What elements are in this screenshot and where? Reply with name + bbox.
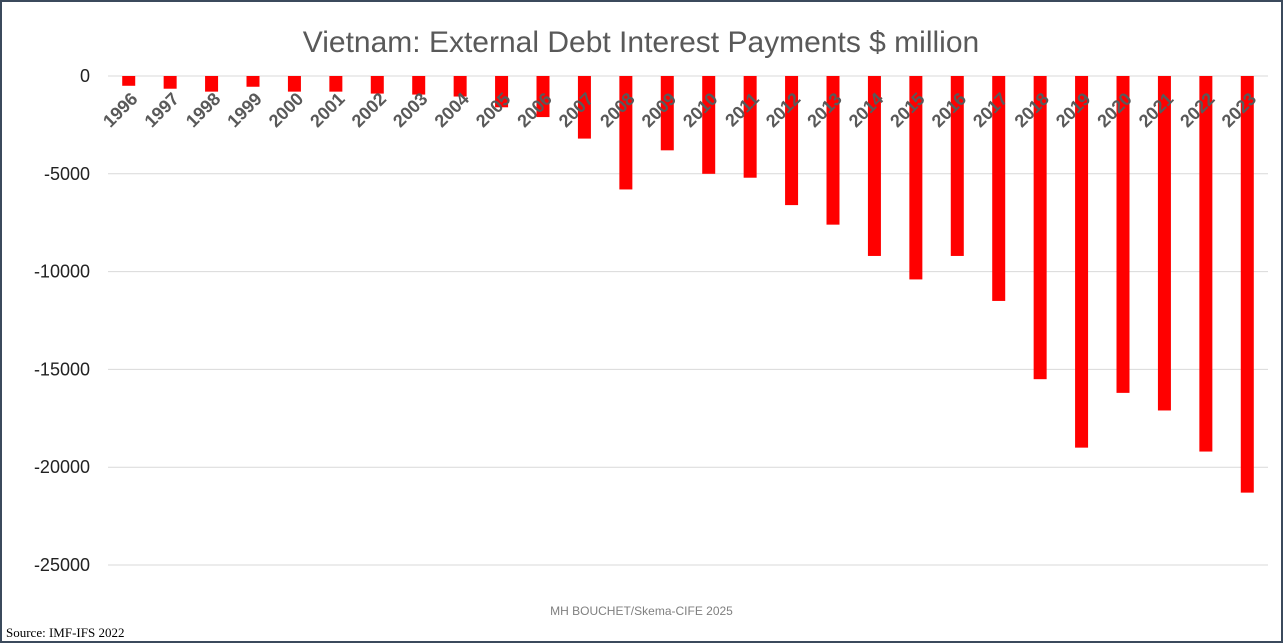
bar xyxy=(412,76,426,95)
x-tick-label: 1998 xyxy=(182,89,224,131)
bar xyxy=(495,76,509,108)
bar xyxy=(950,76,964,256)
bar xyxy=(867,76,881,256)
gridlines xyxy=(108,75,1268,566)
x-tick-label: 1999 xyxy=(223,89,265,131)
bar xyxy=(660,76,674,151)
bar xyxy=(1157,76,1171,411)
y-axis-ticks: 0 -5000 -10000 -15000 -20000 -25000 xyxy=(34,66,90,575)
y-tick-label: -10000 xyxy=(34,262,90,282)
bar xyxy=(743,76,757,178)
bar xyxy=(826,76,840,225)
source-note: Source: IMF-IFS 2022 xyxy=(6,625,125,640)
bar xyxy=(163,76,177,89)
bar xyxy=(1075,76,1089,448)
y-tick-label: 0 xyxy=(80,66,90,86)
bar xyxy=(205,76,219,92)
bar xyxy=(370,76,384,94)
bar xyxy=(536,76,550,118)
x-tick-label: 2000 xyxy=(265,89,307,131)
bars xyxy=(122,76,1254,493)
bar xyxy=(992,76,1006,301)
bar xyxy=(287,76,301,92)
bar xyxy=(702,76,716,174)
x-tick-label: 2003 xyxy=(389,89,431,131)
bar xyxy=(1033,76,1047,380)
x-tick-label: 2011 xyxy=(721,89,763,131)
y-tick-label: -15000 xyxy=(34,359,90,379)
chart-title: Vietnam: External Debt Interest Payments… xyxy=(303,26,979,59)
bar xyxy=(453,76,467,97)
x-tick-label: 2002 xyxy=(348,89,390,131)
bar xyxy=(1116,76,1130,393)
bar xyxy=(122,76,136,86)
bar xyxy=(329,76,343,92)
bar xyxy=(909,76,923,280)
bar xyxy=(785,76,799,206)
bar xyxy=(246,76,260,87)
bar xyxy=(1199,76,1213,452)
x-tick-label: 2001 xyxy=(306,89,348,131)
credit-text: MH BOUCHET/Skema-CIFE 2025 xyxy=(550,604,733,618)
y-tick-label: -25000 xyxy=(34,555,90,575)
y-tick-label: -20000 xyxy=(34,457,90,477)
y-tick-label: -5000 xyxy=(44,164,90,184)
x-tick-label: 1997 xyxy=(141,89,183,131)
bar xyxy=(577,76,591,139)
bar xyxy=(1240,76,1254,493)
bar xyxy=(619,76,633,190)
x-tick-label: 1996 xyxy=(99,89,141,131)
